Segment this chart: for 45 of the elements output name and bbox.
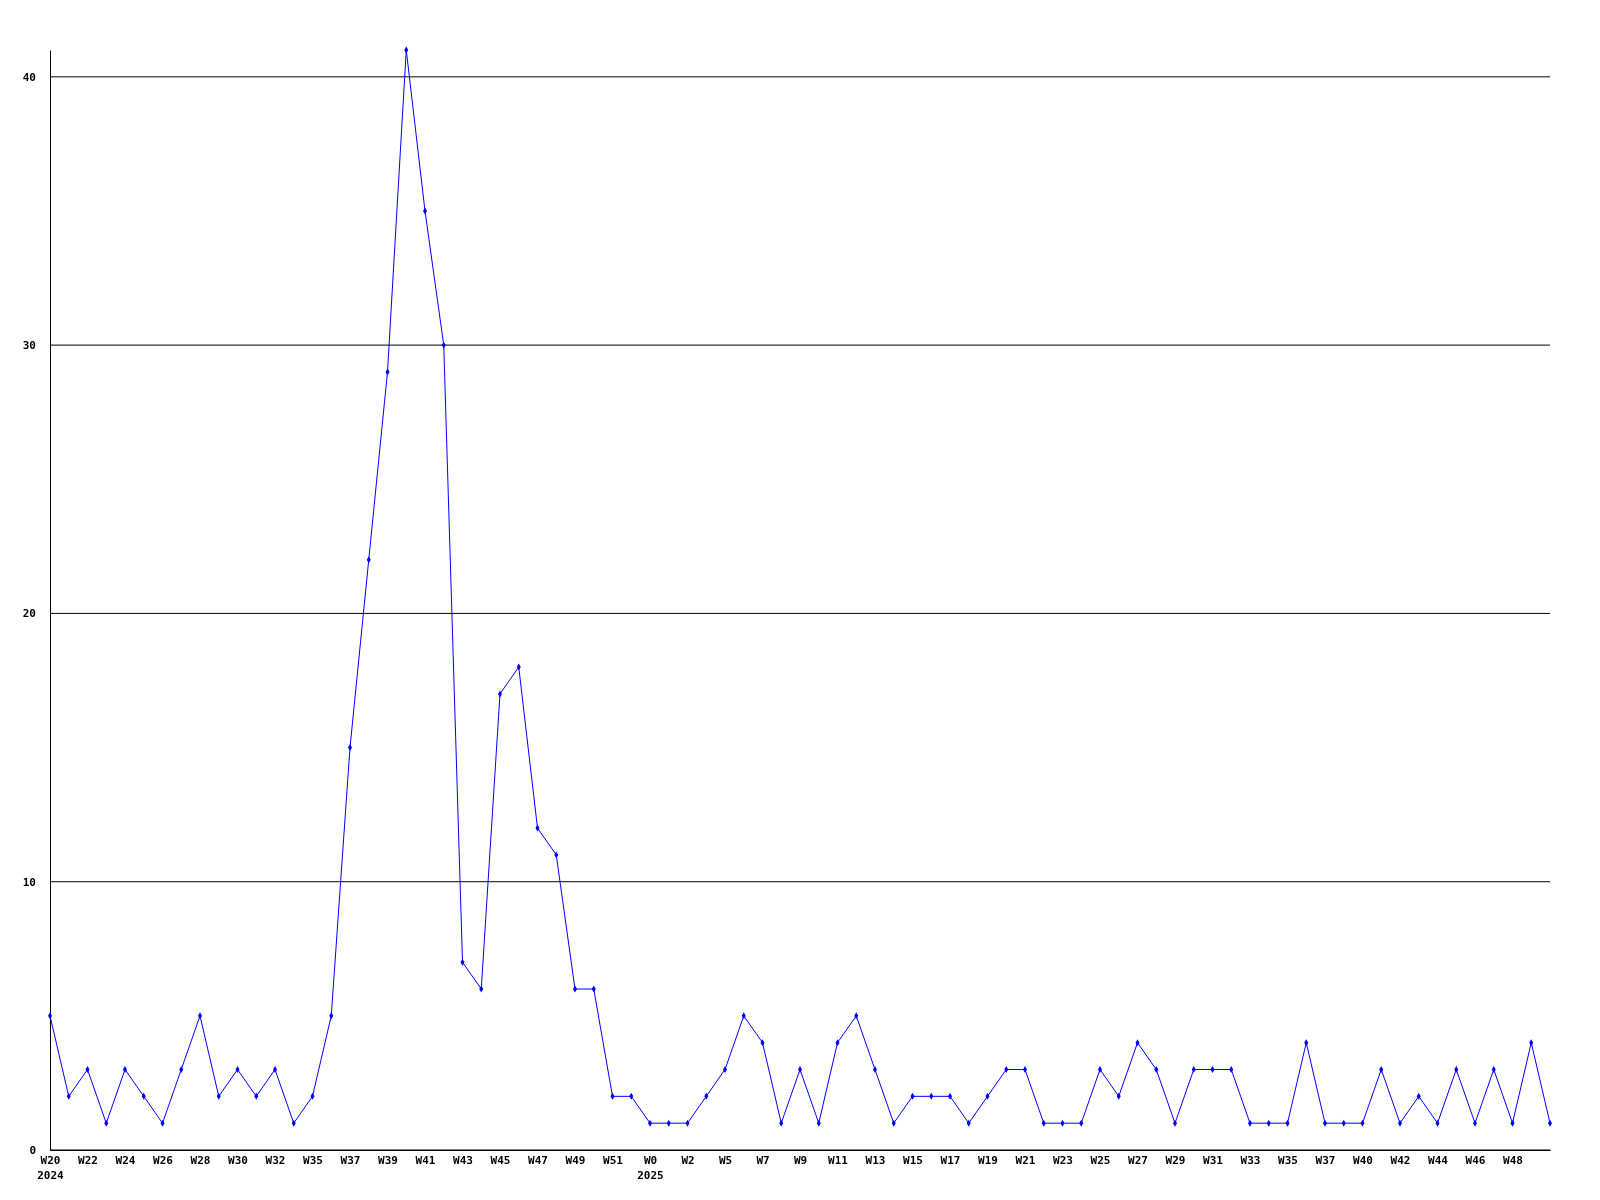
x-tick-label: W49 (565, 1154, 586, 1167)
x-tick-label: W13 (865, 1154, 886, 1167)
x-tick-label: W35 (1278, 1154, 1298, 1167)
y-tick-label: 30 (22, 339, 36, 353)
x-tick-label: W23 (1053, 1154, 1073, 1167)
x-tick-label: W35 (303, 1154, 323, 1167)
y-tick-label: 20 (22, 607, 36, 621)
y-tick-label: 40 (22, 70, 36, 84)
x-tick-label: W48 (1503, 1154, 1523, 1167)
x-tick-label: W0 2025 (637, 1154, 664, 1182)
x-tick-label: W22 (78, 1154, 98, 1167)
y-tick-label: 10 (22, 875, 36, 889)
x-tick-label: W37 (1315, 1154, 1336, 1167)
x-tick-label: W2 (681, 1154, 695, 1167)
x-tick-label: W26 (153, 1154, 174, 1167)
x-tick-label: W42 (1390, 1154, 1411, 1167)
x-tick-label: W47 (528, 1154, 548, 1167)
x-tick-label: W25 (1090, 1154, 1111, 1167)
x-tick-label: W31 (1203, 1154, 1224, 1167)
x-tick-label: W7 (756, 1154, 770, 1167)
x-tick-label: W45 (490, 1154, 511, 1167)
x-tick-label: W46 (1465, 1154, 1486, 1167)
x-tick-label: W32 (265, 1154, 286, 1167)
x-tick-label: W44 (1428, 1154, 1449, 1167)
x-tick-label: W40 (1353, 1154, 1373, 1167)
x-tick-label: W17 (940, 1154, 961, 1167)
x-tick-label: W29 (1165, 1154, 1186, 1167)
x-tick-label: W51 (603, 1154, 624, 1167)
x-tick-label: W37 (340, 1154, 361, 1167)
x-tick-label: W11 (828, 1154, 849, 1167)
y-tick-label: 0 (29, 1144, 36, 1158)
x-tick-label: W33 (1240, 1154, 1261, 1167)
x-tick-label: W27 (1128, 1154, 1148, 1167)
x-tick-label: W9 (793, 1154, 808, 1167)
x-tick-label: W30 (228, 1154, 248, 1167)
x-tick-label: W21 (1015, 1154, 1036, 1167)
x-tick-label: W24 (115, 1154, 136, 1167)
x-tick-label: W28 (190, 1154, 211, 1167)
x-tick-label: W5 (718, 1154, 733, 1167)
x-tick-label: W19 (978, 1154, 998, 1167)
x-tick-label: W41 (415, 1154, 436, 1167)
x-tick-label: W15 (903, 1154, 923, 1167)
x-tick-label: W20 2024 (37, 1154, 65, 1182)
x-tick-label: W39 (378, 1154, 398, 1167)
x-tick-label: W43 (453, 1154, 473, 1167)
